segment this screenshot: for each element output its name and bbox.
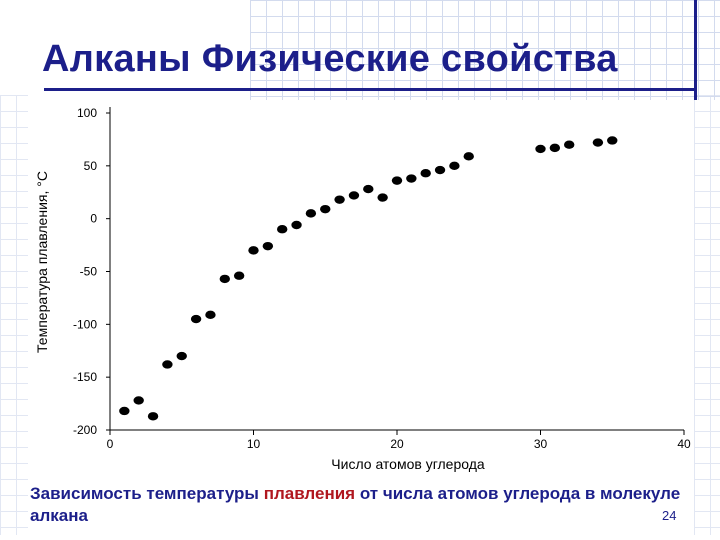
data-point [162,360,173,369]
data-point [592,138,604,147]
data-point [277,225,288,234]
y-ticks: 100 50 0 -50 -100 -150 -200 [73,106,110,437]
data-point [205,310,216,320]
data-points [119,136,618,421]
x-ticks: 0 10 20 30 40 [107,430,691,451]
data-point [190,314,202,324]
page-number: 24 [662,508,677,523]
y-tick-label: -150 [73,370,97,384]
y-tick-label: 100 [77,106,97,120]
data-point [133,396,144,405]
data-point [320,204,331,214]
data-point [391,176,403,185]
data-point [291,220,302,230]
caption-highlight: плавления [263,484,356,503]
data-point [406,174,417,183]
data-point [305,209,317,218]
chart-axes [109,107,684,431]
data-point [176,351,187,361]
data-point [119,406,130,416]
x-tick-label: 30 [534,437,548,451]
data-point [248,246,259,255]
caption-text-start: Зависимость температуры [30,484,264,503]
data-point [262,241,274,251]
data-point [535,144,546,154]
y-tick-label: 0 [90,212,97,226]
y-tick-label: -200 [73,423,97,437]
caption-text-end: от числа атомов углерода в молекуле алка… [30,484,681,525]
decorative-grid-left [0,95,28,535]
x-tick-label: 10 [247,437,261,451]
data-point [549,143,561,153]
data-point [607,136,618,145]
x-tick-label: 20 [390,437,404,451]
slide-caption: Зависимость температуры плавления от чис… [30,483,690,527]
data-point [219,274,230,284]
title-underline [44,88,694,91]
melting-point-chart: 100 50 0 -50 -100 -150 -200 0 10 20 30 40 Число ат… [34,106,691,472]
title-vertical-rule [694,0,697,100]
data-point [449,161,460,171]
y-tick-label: -50 [80,265,98,279]
data-point [463,152,474,161]
data-point [233,271,245,280]
x-tick-label: 40 [677,437,691,451]
data-point [334,195,345,204]
data-point [420,169,431,178]
decorative-grid-top [250,0,720,100]
y-tick-label: 50 [84,159,98,173]
x-axis-label: Число атомов углерода [331,456,485,472]
y-tick-label: -100 [73,317,97,331]
data-point [147,412,159,421]
decorative-grid-right [694,95,720,535]
data-point [377,193,388,202]
data-point [348,191,360,200]
x-tick-label: 0 [107,437,114,451]
data-point [363,184,374,194]
slide-title: Алканы Физические свойства [42,38,618,80]
data-point [564,140,575,149]
data-point [434,165,446,175]
y-axis-label: Температура плавления, °С [34,171,50,353]
